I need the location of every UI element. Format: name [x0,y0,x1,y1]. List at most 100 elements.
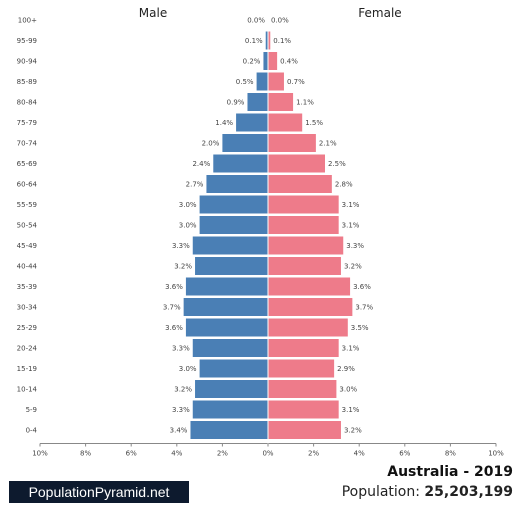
female-value-label: 3.2% [344,263,362,271]
population-label: Population: [341,484,420,500]
male-bar [192,400,268,419]
female-bar [268,134,316,152]
female-value-label: 3.1% [342,201,360,209]
female-value-label: 2.5% [328,160,346,168]
female-bar [268,318,348,337]
x-tick-label: 10% [32,450,48,458]
male-bar [185,277,268,296]
age-group-label: 20-24 [17,345,38,353]
female-title: Female [358,6,401,20]
male-value-label: 3.0% [179,222,197,230]
male-bar [213,154,268,173]
female-value-label: 3.1% [342,406,360,414]
x-tick-label: 0% [262,450,273,458]
female-bar [268,52,278,70]
age-group-label: 85-89 [17,78,37,86]
male-value-label: 3.4% [170,427,188,435]
female-bar [268,339,339,357]
female-value-label: 0.1% [273,37,291,45]
brand-logo[interactable]: PopulationPyramid.net [9,481,189,503]
male-value-label: 3.3% [172,242,190,250]
x-axis: 10% 8% 6% 4% 2% 0% 2% 4% 6% 8% 10% [32,10,504,458]
x-tick-label: 6% [126,450,137,458]
female-value-label: 0.4% [280,58,298,66]
age-group-label: 60-64 [17,181,38,189]
female-value-label: 1.5% [305,119,323,127]
male-bar [247,93,268,111]
bars-group: 100+ 0.0% 0.0% 95-99 0.1% 0.1% 90-94 0.2% 0.4% 85… [17,17,373,439]
age-group-label: 5-9 [26,406,37,414]
age-group-label: 80-84 [17,99,38,107]
male-bar [236,113,268,132]
male-value-label: 0.9% [227,99,245,107]
female-value-label: 2.1% [319,140,337,148]
female-value-label: 3.1% [342,345,360,353]
population-pyramid-chart: Male Female 100+ 0.0% 0.0% 95-99 0.1% 0.1% 90-… [17,6,504,458]
female-bar [268,195,339,214]
female-value-label: 2.8% [335,181,353,189]
male-value-label: 3.3% [172,406,190,414]
female-bar [268,236,344,255]
x-tick-label: 4% [171,450,182,458]
female-value-label: 1.1% [296,99,314,107]
female-bar [268,31,271,50]
female-bar [268,216,339,234]
female-value-label: 3.5% [351,324,369,332]
female-value-label: 3.2% [344,427,362,435]
male-value-label: 2.0% [202,140,220,148]
male-value-label: 3.0% [179,365,197,373]
x-tick-label: 10% [488,450,504,458]
male-value-label: 3.7% [163,304,181,312]
male-bar [263,52,268,70]
age-group-label: 95-99 [17,37,37,45]
female-bar [268,154,325,173]
female-value-label: 0.7% [287,78,305,86]
x-tick-label: 6% [399,450,410,458]
male-bar [185,318,268,337]
male-value-label: 1.4% [215,119,233,127]
age-group-label: 55-59 [17,201,37,209]
age-group-label: 45-49 [17,242,37,250]
male-value-label: 0.2% [243,58,261,66]
male-value-label: 3.6% [165,283,183,291]
male-value-label: 2.7% [186,181,204,189]
female-bar [268,380,337,398]
female-bar [268,93,294,111]
male-bar [199,216,268,234]
male-value-label: 3.0% [179,201,197,209]
population-value: 25,203,199 [424,484,513,500]
male-bar [192,339,268,357]
age-group-label: 40-44 [17,263,38,271]
male-bar [192,236,268,255]
female-value-label: 3.1% [342,222,360,230]
x-tick-label: 8% [80,450,91,458]
female-value-label: 0.0% [271,17,289,25]
female-bar [268,400,339,419]
female-bar [268,421,341,439]
male-value-label: 3.2% [174,263,192,271]
population-summary: Population: 25,203,199 [342,484,513,500]
male-bar [190,421,268,439]
male-value-label: 3.2% [174,386,192,394]
country-year-title: Australia - 2019 [387,464,513,480]
male-bar [199,195,268,214]
x-tick-label: 2% [217,450,228,458]
age-group-label: 10-14 [17,386,38,394]
age-group-label: 15-19 [17,365,37,373]
age-group-label: 90-94 [17,58,38,66]
female-value-label: 3.6% [353,283,371,291]
female-bar [268,298,353,316]
age-group-label: 100+ [18,17,37,25]
female-bar [268,175,332,193]
male-bar [183,298,268,316]
x-tick-label: 8% [445,450,456,458]
age-group-label: 25-29 [17,324,37,332]
age-group-label: 65-69 [17,160,37,168]
female-value-label: 3.7% [355,304,373,312]
male-value-label: 0.1% [245,37,263,45]
age-group-label: 50-54 [17,222,38,230]
female-bar [268,113,303,132]
female-value-label: 2.9% [337,365,355,373]
male-bar [222,134,268,152]
male-title: Male [139,6,167,20]
